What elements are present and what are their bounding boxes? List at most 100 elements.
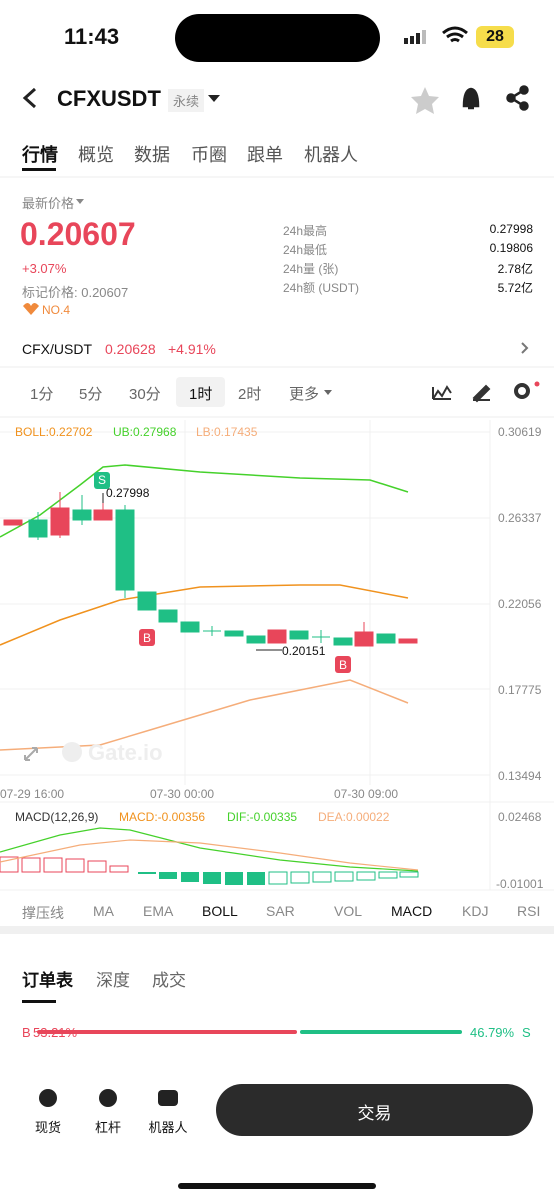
interval[interactable]: 30分 — [129, 386, 161, 403]
price-tick: 0.17775 — [498, 683, 542, 697]
buy-badge — [335, 656, 351, 673]
interval[interactable]: 2时 — [238, 386, 262, 403]
last-price: 0.20607 — [20, 216, 136, 252]
indicator[interactable]: SAR — [266, 903, 295, 919]
indicator[interactable]: VOL — [334, 903, 363, 919]
indicator-icon[interactable] — [432, 385, 452, 400]
tab[interactable]: 机器人 — [304, 145, 358, 165]
buy-mark: B — [143, 631, 152, 645]
lb-value: LB:0.17435 — [196, 425, 258, 439]
settings-icon[interactable] — [514, 383, 530, 399]
interval[interactable]: 更多 — [289, 386, 320, 403]
symbol: CFXUSDT — [57, 86, 161, 111]
interval[interactable]: 1时 — [189, 386, 213, 403]
tab-underline — [22, 1000, 56, 1003]
stat-label: 24h量 (张) — [283, 262, 339, 276]
buy-badge — [139, 629, 155, 646]
fullscreen[interactable] — [24, 747, 38, 761]
alert[interactable] — [462, 87, 480, 110]
boll-value: BOLL:0.22702 — [15, 425, 93, 439]
favorite[interactable] — [411, 87, 439, 114]
ub-value: UB:0.27968 — [113, 425, 177, 439]
spot-price: 0.20628 — [105, 341, 156, 357]
stat-value: 5.72亿 — [497, 281, 533, 295]
signal — [404, 30, 426, 44]
high-annotation: 0.27998 — [106, 486, 150, 500]
macd-value: MACD:-0.00356 — [119, 810, 206, 824]
tab[interactable]: 跟单 — [247, 145, 283, 165]
tab[interactable]: 行情 — [22, 145, 58, 165]
candles — [3, 492, 418, 647]
rank-icon — [23, 303, 39, 315]
order-tab[interactable]: 订单表 — [22, 971, 73, 990]
tab[interactable]: 币圈 — [191, 145, 227, 165]
margin-icon[interactable] — [99, 1089, 117, 1107]
nav-item[interactable]: 现货 — [34, 1120, 61, 1135]
indicator[interactable]: MACD — [391, 903, 433, 919]
dropdown — [76, 199, 84, 204]
time-tick: 07-30 09:00 — [334, 787, 399, 801]
price-tick: 0.22056 — [498, 597, 542, 611]
order-tab[interactable]: 深度 — [96, 971, 130, 990]
price-change: +3.07% — [22, 261, 67, 276]
bot-icon[interactable] — [158, 1090, 178, 1106]
share[interactable] — [506, 85, 529, 111]
time-tick: 07-30 00:00 — [150, 787, 215, 801]
interval-selected — [176, 377, 225, 407]
dropdown — [324, 390, 332, 395]
mark-price: 标记价格: 0.20607 — [22, 285, 129, 300]
stat-label: 24h最低 — [283, 243, 328, 257]
tab[interactable]: 数据 — [134, 145, 170, 165]
time-tick: 07-29 16:00 — [0, 787, 65, 801]
indicator[interactable]: EMA — [143, 903, 174, 919]
stat-value: 2.78亿 — [497, 262, 533, 276]
macd-axis: -0.01001 — [496, 877, 544, 891]
price-tick: 0.13494 — [498, 769, 542, 783]
trade-label[interactable]: 交易 — [357, 1104, 392, 1123]
interval[interactable]: 1分 — [30, 386, 54, 403]
macd-name: MACD(12,26,9) — [15, 810, 99, 824]
watermark: Gate.io — [88, 740, 163, 765]
spot-icon[interactable] — [39, 1089, 57, 1107]
macd-hist-neg — [138, 872, 265, 885]
interval[interactable]: 5分 — [79, 386, 103, 403]
boll-lower — [0, 679, 409, 751]
nav-item[interactable]: 机器人 — [148, 1120, 188, 1135]
battery: 28 — [476, 26, 514, 48]
draw-icon[interactable] — [472, 384, 491, 403]
chart-grid — [0, 420, 554, 891]
indicator[interactable]: BOLL — [202, 903, 238, 919]
time: 11:43 — [64, 24, 120, 49]
rank: NO.4 — [42, 303, 71, 317]
nav-item[interactable]: 杠杆 — [94, 1120, 121, 1135]
buy-label: B — [22, 1025, 31, 1040]
spot-pair: CFX/USDT — [22, 341, 92, 357]
indicator[interactable]: KDJ — [462, 903, 489, 919]
price-tick: 0.30619 — [498, 425, 542, 439]
stat-label: 24h额 (USDT) — [283, 281, 360, 295]
macd-hist-pos — [0, 856, 129, 873]
order-tab[interactable]: 成交 — [152, 971, 186, 990]
watermark-logo — [62, 742, 82, 762]
contract-tag: 永续 — [168, 89, 205, 112]
wifi — [442, 26, 468, 43]
indicator[interactable]: MA — [93, 903, 114, 919]
sell-ratio: 46.79% — [470, 1025, 515, 1040]
dif-value: DIF:-0.00335 — [227, 810, 298, 824]
dropdown[interactable] — [208, 95, 220, 102]
back[interactable] — [22, 87, 37, 109]
sell-mark: S — [98, 473, 107, 487]
low-annotation: 0.20151 — [282, 644, 326, 658]
price-tick: 0.26337 — [498, 511, 542, 525]
stat-value: 0.19806 — [489, 241, 533, 255]
tab[interactable]: 概览 — [78, 145, 114, 165]
spot-change: +4.91% — [168, 341, 216, 357]
dif-line — [0, 827, 419, 872]
indicator[interactable]: 撑压线 — [22, 905, 64, 921]
sell-label: S — [522, 1025, 531, 1040]
trade-button[interactable] — [216, 1084, 533, 1136]
chevron[interactable] — [521, 342, 529, 354]
macd-hist-neg-hollow — [268, 871, 419, 885]
home-indicator — [178, 1183, 376, 1189]
indicator[interactable]: RSI — [517, 903, 541, 919]
